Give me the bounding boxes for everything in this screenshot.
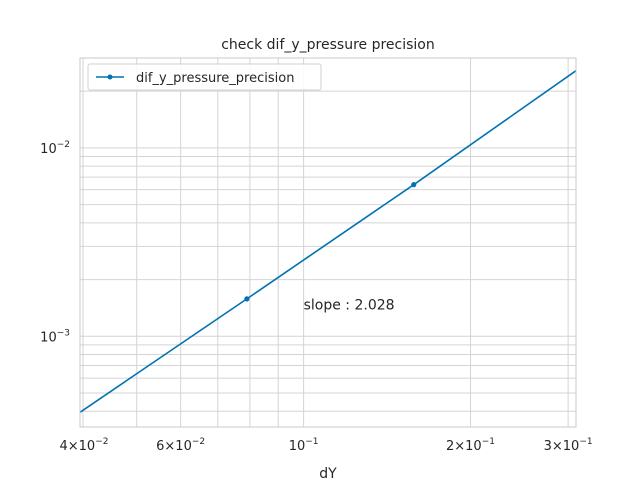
legend-marker-swatch xyxy=(107,74,113,80)
series-layer xyxy=(79,70,577,413)
slope-annotation: slope : 2.028 xyxy=(304,297,395,313)
legend-entry-label: dif_y_pressure_precision xyxy=(136,71,294,86)
legend: dif_y_pressure_precision xyxy=(87,63,322,91)
plot-area-frame xyxy=(79,57,577,428)
series-marker xyxy=(244,296,250,302)
x-axis-label: dY xyxy=(319,466,337,480)
x-tick-label: 4×10−2 xyxy=(60,437,109,454)
x-tick-label: 2×10−1 xyxy=(446,437,495,454)
legend-box xyxy=(87,63,322,91)
x-tick-label: 10−1 xyxy=(289,437,319,454)
y-tick-label: 10−3 xyxy=(40,328,70,345)
series-marker xyxy=(411,182,417,188)
series-line xyxy=(79,70,577,413)
tick-label-layer: 4×10−2 6×10−2 10−1 2×10−1 3×10−1 10−3 10−2 xyxy=(40,140,592,454)
chart-title: check dif_y_pressure precision xyxy=(221,37,435,53)
x-tick-label: 6×10−2 xyxy=(156,437,205,454)
y-tick-label: 10−2 xyxy=(40,140,70,157)
annotation-layer: slope : 2.028 xyxy=(304,297,395,313)
grid-layer xyxy=(80,57,576,427)
x-tick-label: 3×10−1 xyxy=(544,437,593,454)
